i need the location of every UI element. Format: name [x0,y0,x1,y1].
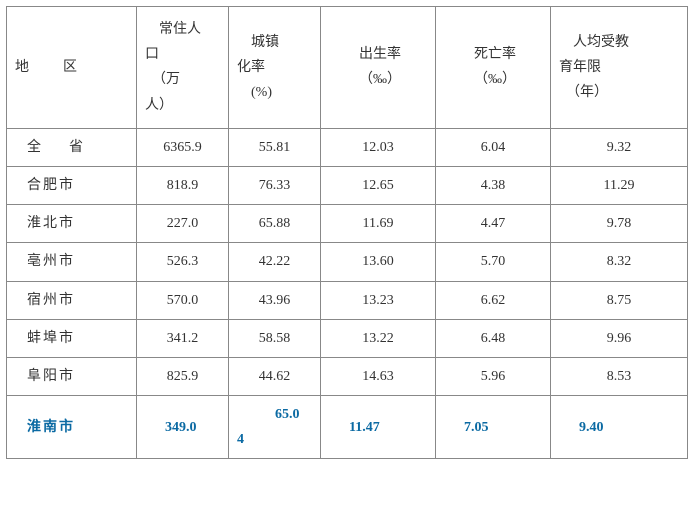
cell-urban: 43.96 [229,281,321,319]
cell-death: 6.04 [436,128,551,166]
cell-death: 6.48 [436,319,551,357]
cell-birth: 11.47 [321,396,436,459]
header-birth-l1: 出生率 [359,47,401,62]
col-header-population: 常住人 口 （万 人） [137,7,229,129]
header-edu-l3: （年） [559,85,608,100]
header-death-l2: （‰） [474,72,516,87]
col-header-edu: 人均受教 育年限 （年） [551,7,688,129]
cell-urban-part-a: 65.0 [261,407,300,422]
cell-region: 宿州市 [7,281,137,319]
cell-death: 4.38 [436,166,551,204]
cell-population: 570.0 [137,281,229,319]
cell-region: 阜阳市 [7,357,137,395]
cell-population: 227.0 [137,205,229,243]
cell-birth: 11.69 [321,205,436,243]
cell-urban: 65.04 [229,396,321,459]
cell-edu: 8.53 [551,357,688,395]
header-pop-l2: 口 [145,47,159,62]
cell-urban: 76.33 [229,166,321,204]
cell-edu: 9.96 [551,319,688,357]
cell-death: 5.96 [436,357,551,395]
table-header-row: 地 区 常住人 口 （万 人） 城镇 化率 (%) 出生率 （‰） 死亡率 （‰… [7,7,688,129]
cell-region: 淮北市 [7,205,137,243]
header-urban-l2: 化率 [237,60,265,75]
cell-urban-part-b: 4 [237,432,244,447]
cell-death: 4.47 [436,205,551,243]
cell-birth: 13.22 [321,319,436,357]
cell-population: 6365.9 [137,128,229,166]
table-row: 宿州市570.043.9613.236.628.75 [7,281,688,319]
cell-region: 全 省 [7,128,137,166]
cell-population: 526.3 [137,243,229,281]
header-death-l1: 死亡率 [474,47,516,62]
cell-population: 341.2 [137,319,229,357]
table-row: 阜阳市825.944.6214.635.968.53 [7,357,688,395]
cell-edu: 11.29 [551,166,688,204]
header-edu-l2: 育年限 [559,60,601,75]
cell-region: 淮南市 [7,396,137,459]
cell-edu: 9.78 [551,205,688,243]
cell-region: 蚌埠市 [7,319,137,357]
col-header-birth: 出生率 （‰） [321,7,436,129]
table-row: 亳州市526.342.2213.605.708.32 [7,243,688,281]
header-pop-l4: 人） [145,98,173,113]
cell-urban: 58.58 [229,319,321,357]
cell-region: 合肥市 [7,166,137,204]
population-table: 地 区 常住人 口 （万 人） 城镇 化率 (%) 出生率 （‰） 死亡率 （‰… [6,6,688,459]
table-row: 合肥市818.976.3312.654.3811.29 [7,166,688,204]
cell-edu: 9.40 [551,396,688,459]
table-row: 淮北市227.065.8811.694.479.78 [7,205,688,243]
col-header-urban: 城镇 化率 (%) [229,7,321,129]
cell-population: 818.9 [137,166,229,204]
cell-death: 7.05 [436,396,551,459]
cell-edu: 8.32 [551,243,688,281]
header-birth-l2: （‰） [359,72,401,87]
cell-birth: 13.23 [321,281,436,319]
cell-birth: 14.63 [321,357,436,395]
table-body: 全 省6365.955.8112.036.049.32合肥市818.976.33… [7,128,688,459]
cell-edu: 9.32 [551,128,688,166]
cell-death: 6.62 [436,281,551,319]
table-row: 全 省6365.955.8112.036.049.32 [7,128,688,166]
cell-urban: 42.22 [229,243,321,281]
cell-population: 825.9 [137,357,229,395]
header-urban-l1: 城镇 [237,35,279,50]
col-header-death: 死亡率 （‰） [436,7,551,129]
header-pop-l1: 常住人 [145,22,201,37]
header-pop-l3: （万 [145,72,180,87]
cell-birth: 12.65 [321,166,436,204]
cell-birth: 12.03 [321,128,436,166]
table-row: 淮南市349.0 65.0411.477.059.40 [7,396,688,459]
table-row: 蚌埠市341.258.5813.226.489.96 [7,319,688,357]
cell-urban: 65.88 [229,205,321,243]
header-urban-l3: (%) [237,85,272,100]
cell-death: 5.70 [436,243,551,281]
cell-urban: 44.62 [229,357,321,395]
cell-edu: 8.75 [551,281,688,319]
col-header-region: 地 区 [7,7,137,129]
cell-region: 亳州市 [7,243,137,281]
header-edu-l1: 人均受教 [559,35,629,50]
cell-birth: 13.60 [321,243,436,281]
cell-urban: 55.81 [229,128,321,166]
header-region-text: 地 区 [15,60,79,75]
cell-population: 349.0 [137,396,229,459]
